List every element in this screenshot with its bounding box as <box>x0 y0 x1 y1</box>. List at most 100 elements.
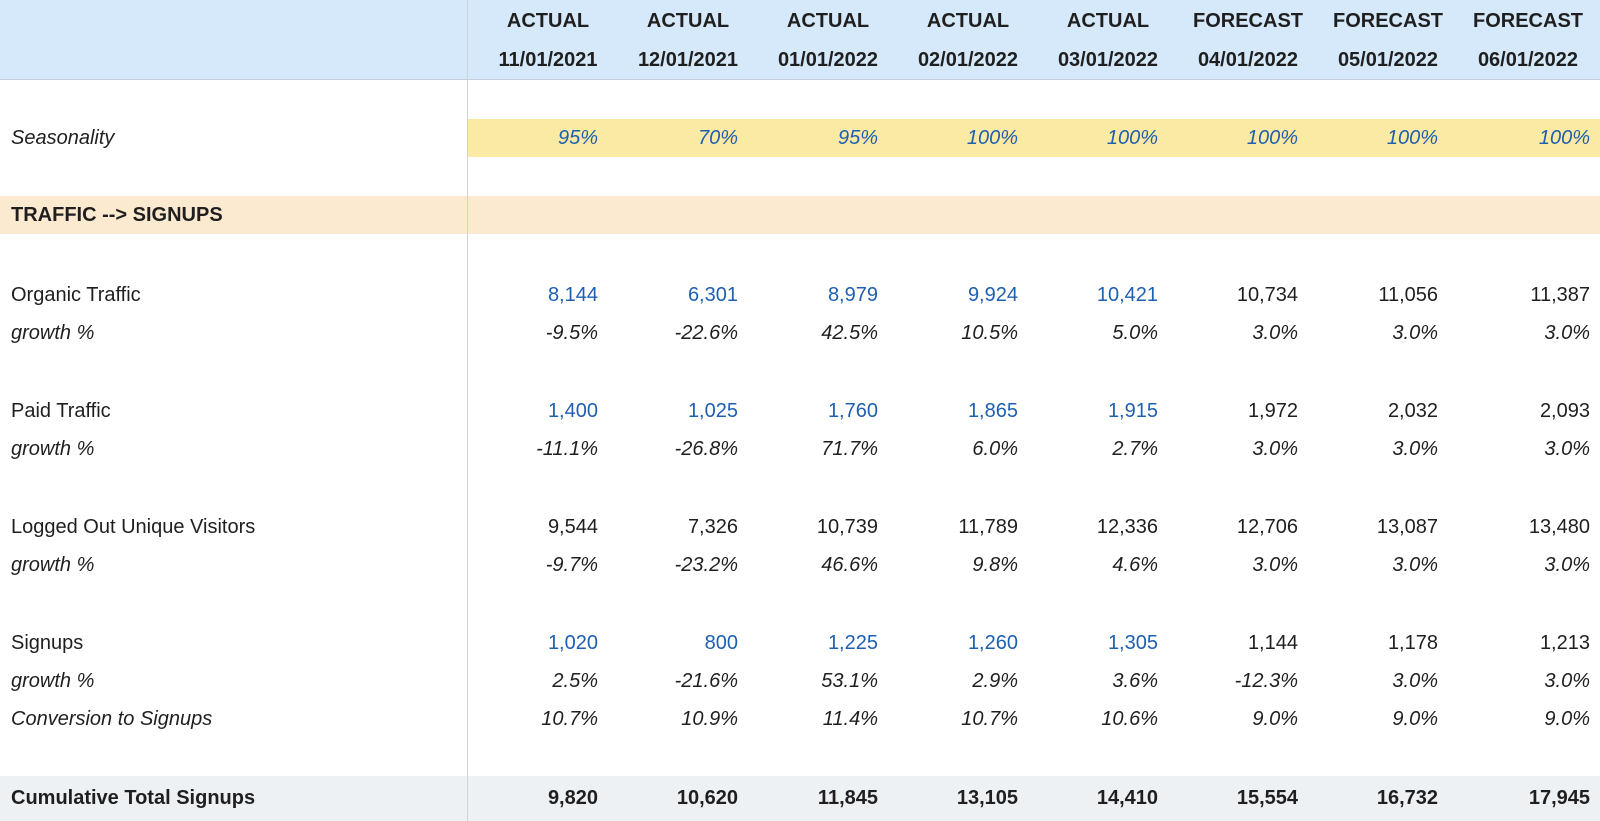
signups-cell[interactable]: 1,260 <box>967 631 1018 654</box>
visitors-cell[interactable]: 12,336 <box>1096 515 1158 538</box>
total-cell[interactable]: 11,845 <box>817 786 878 809</box>
paid-growth-cell[interactable]: 3.0% <box>1544 437 1590 460</box>
organic-cell[interactable]: 11,387 <box>1530 283 1590 306</box>
signups-cell[interactable]: 800 <box>704 631 738 654</box>
paid-growth-cell[interactable]: 2.7% <box>1112 437 1158 460</box>
paid-cell[interactable]: 1,760 <box>827 399 878 422</box>
organic-cell[interactable]: 10,734 <box>1236 283 1298 306</box>
organic-cell[interactable]: 10,421 <box>1096 283 1158 306</box>
conversion-cell[interactable]: 11.4% <box>822 707 878 730</box>
visitors-growth-cell[interactable]: 9.8% <box>972 553 1018 576</box>
total-cell[interactable]: 14,410 <box>1096 786 1158 809</box>
total-cell[interactable]: 15,554 <box>1236 786 1298 809</box>
total-cell[interactable]: 17,945 <box>1528 786 1590 809</box>
seasonality-cell[interactable]: 100% <box>1246 126 1298 149</box>
signups-cell[interactable]: 1,178 <box>1387 631 1438 654</box>
signups-cell[interactable]: 1,305 <box>1107 631 1158 654</box>
seasonality-cell[interactable]: 95% <box>837 126 878 149</box>
paid-cell[interactable]: 1,972 <box>1247 399 1298 422</box>
paid-cell[interactable]: 1,915 <box>1107 399 1158 422</box>
visitors-cell[interactable]: 13,087 <box>1376 515 1438 538</box>
signups-cell[interactable]: 1,225 <box>827 631 878 654</box>
header-col-8[interactable]: FORECAST 06/01/2022 <box>1458 0 1598 80</box>
signups-growth-cell[interactable]: -21.6% <box>674 669 738 692</box>
conversion-cell[interactable]: 9.0% <box>1544 707 1590 730</box>
paid-growth-cell[interactable]: 71.7% <box>821 437 878 460</box>
header-col-2[interactable]: ACTUAL 12/01/2021 <box>618 0 758 80</box>
paid-cell[interactable]: 1,025 <box>687 399 738 422</box>
visitors-cell[interactable]: 11,789 <box>958 515 1018 538</box>
signups-growth-cell[interactable]: 2.9% <box>972 669 1018 692</box>
visitors-growth-cell[interactable]: -9.7% <box>545 553 598 576</box>
conversion-cell[interactable]: 10.6% <box>1101 707 1158 730</box>
visitors-growth-cell[interactable]: 4.6% <box>1112 553 1158 576</box>
visitors-growth-cell[interactable]: 46.6% <box>821 553 878 576</box>
header-col-3[interactable]: ACTUAL 01/01/2022 <box>758 0 898 80</box>
conversion-cell[interactable]: 10.9% <box>681 707 738 730</box>
organic-growth-cell[interactable]: 5.0% <box>1112 321 1158 344</box>
row-label[interactable]: Cumulative Total Signups <box>11 786 256 809</box>
conversion-cell[interactable]: 10.7% <box>541 707 598 730</box>
organic-growth-cell[interactable]: 3.0% <box>1544 321 1590 344</box>
organic-growth-cell[interactable]: 3.0% <box>1392 321 1438 344</box>
total-cell[interactable]: 9,820 <box>547 786 598 809</box>
paid-growth-cell[interactable]: 3.0% <box>1392 437 1438 460</box>
row-label[interactable]: Organic Traffic <box>11 283 141 306</box>
total-cell[interactable]: 13,105 <box>956 786 1018 809</box>
header-col-1[interactable]: ACTUAL 11/01/2021 <box>478 0 618 80</box>
visitors-growth-cell[interactable]: 3.0% <box>1252 553 1298 576</box>
row-label[interactable]: Signups <box>11 631 84 654</box>
organic-cell[interactable]: 9,924 <box>967 283 1018 306</box>
visitors-cell[interactable]: 12,706 <box>1236 515 1298 538</box>
seasonality-cell[interactable]: 100% <box>1538 126 1590 149</box>
signups-cell[interactable]: 1,213 <box>1539 631 1590 654</box>
paid-cell[interactable]: 2,032 <box>1387 399 1438 422</box>
row-label[interactable]: growth % <box>11 669 95 692</box>
seasonality-cell[interactable]: 100% <box>1386 126 1438 149</box>
signups-cell[interactable]: 1,020 <box>547 631 598 654</box>
organic-growth-cell[interactable]: -9.5% <box>545 321 598 344</box>
conversion-cell[interactable]: 10.7% <box>961 707 1018 730</box>
seasonality-cell[interactable]: 100% <box>1106 126 1158 149</box>
paid-cell[interactable]: 1,400 <box>547 399 598 422</box>
paid-growth-cell[interactable]: 3.0% <box>1252 437 1298 460</box>
total-cell[interactable]: 16,732 <box>1376 786 1438 809</box>
visitors-growth-cell[interactable]: 3.0% <box>1544 553 1590 576</box>
paid-growth-cell[interactable]: -26.8% <box>674 437 738 460</box>
signups-cell[interactable]: 1,144 <box>1247 631 1298 654</box>
header-col-6[interactable]: FORECAST 04/01/2022 <box>1178 0 1318 80</box>
header-col-7[interactable]: FORECAST 05/01/2022 <box>1318 0 1458 80</box>
header-col-5[interactable]: ACTUAL 03/01/2022 <box>1038 0 1178 80</box>
paid-growth-cell[interactable]: 6.0% <box>972 437 1018 460</box>
signups-growth-cell[interactable]: 2.5% <box>552 669 598 692</box>
row-label[interactable]: growth % <box>11 437 95 460</box>
signups-growth-cell[interactable]: 3.6% <box>1112 669 1158 692</box>
organic-cell[interactable]: 8,144 <box>547 283 598 306</box>
header-col-4[interactable]: ACTUAL 02/01/2022 <box>898 0 1038 80</box>
visitors-cell[interactable]: 10,739 <box>816 515 878 538</box>
organic-growth-cell[interactable]: 42.5% <box>821 321 878 344</box>
signups-growth-cell[interactable]: 3.0% <box>1392 669 1438 692</box>
visitors-cell[interactable]: 9,544 <box>547 515 598 538</box>
organic-cell[interactable]: 11,056 <box>1378 283 1438 306</box>
row-label[interactable]: Logged Out Unique Visitors <box>11 515 256 538</box>
paid-cell[interactable]: 2,093 <box>1539 399 1590 422</box>
conversion-cell[interactable]: 9.0% <box>1252 707 1298 730</box>
visitors-growth-cell[interactable]: 3.0% <box>1392 553 1438 576</box>
row-label[interactable]: growth % <box>11 321 95 344</box>
organic-growth-cell[interactable]: 10.5% <box>961 321 1018 344</box>
organic-cell[interactable]: 6,301 <box>687 283 738 306</box>
seasonality-cell[interactable]: 95% <box>557 126 598 149</box>
seasonality-cell[interactable]: 70% <box>697 126 738 149</box>
visitors-cell[interactable]: 13,480 <box>1528 515 1590 538</box>
signups-growth-cell[interactable]: -12.3% <box>1234 669 1298 692</box>
row-label[interactable]: Conversion to Signups <box>11 707 213 730</box>
paid-cell[interactable]: 1,865 <box>967 399 1018 422</box>
signups-growth-cell[interactable]: 3.0% <box>1544 669 1590 692</box>
seasonality-cell[interactable]: 100% <box>966 126 1018 149</box>
visitors-growth-cell[interactable]: -23.2% <box>674 553 738 576</box>
row-label[interactable]: Seasonality <box>11 126 115 149</box>
row-label[interactable]: growth % <box>11 553 95 576</box>
conversion-cell[interactable]: 9.0% <box>1392 707 1438 730</box>
organic-growth-cell[interactable]: 3.0% <box>1252 321 1298 344</box>
